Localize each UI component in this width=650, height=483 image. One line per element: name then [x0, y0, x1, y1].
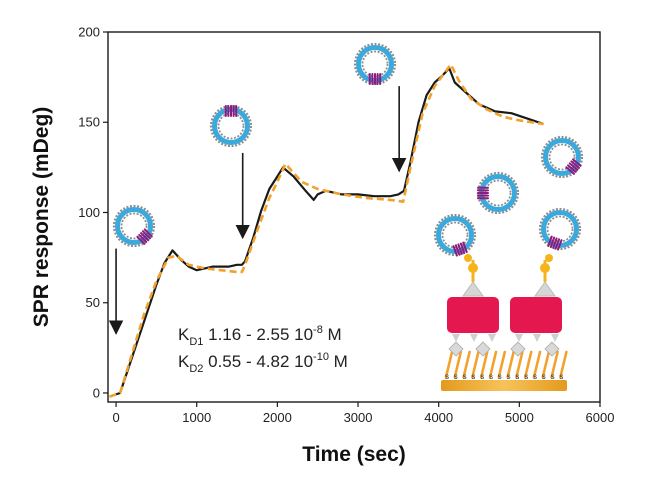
- binding-sites-right: [510, 334, 560, 357]
- protein-complex-right: [510, 254, 562, 357]
- sam-chain: [488, 350, 498, 379]
- kd2-k: K: [178, 352, 190, 371]
- sulfur-label: s: [559, 372, 563, 381]
- y-tick-label: 150: [78, 115, 100, 130]
- sulfur-label: s: [515, 372, 519, 381]
- binding-sites-left: [448, 334, 496, 357]
- cargo-protein: [477, 186, 489, 200]
- x-tick-label: 1000: [182, 410, 211, 425]
- kd1-exp: -8: [313, 324, 323, 336]
- cargo-protein: [565, 158, 582, 175]
- y-tick-label: 200: [78, 25, 100, 40]
- y-axis-title: SPR response (mDeg): [30, 107, 53, 328]
- kd1-annotation: KD1 1.16 - 2.55 10-8 M: [178, 324, 342, 348]
- cargo-protein: [136, 228, 153, 245]
- linker-right: [534, 254, 556, 297]
- sulfur-label: s: [507, 372, 511, 381]
- x-tick-label: 5000: [505, 410, 534, 425]
- injection-arrows: [108, 86, 407, 335]
- sulfur-label: s: [445, 372, 449, 381]
- y-tick-label: 0: [93, 385, 100, 400]
- sam-chain: [462, 350, 471, 379]
- axis-ticks: [103, 31, 601, 407]
- sulfur-label: s: [489, 372, 493, 381]
- sam-chain: [471, 350, 480, 379]
- sam-chain: [497, 350, 507, 379]
- sam-chain: [523, 350, 533, 379]
- x-tick-label: 3000: [344, 410, 373, 425]
- y-tick-label: 50: [86, 295, 100, 310]
- liposome-icon: [353, 42, 397, 86]
- x-tick-label: 0: [112, 410, 119, 425]
- sam-chain: [550, 350, 559, 379]
- liposome-icon: [112, 204, 156, 248]
- kd2-unit: M: [329, 352, 348, 371]
- sam-chain: [532, 350, 542, 379]
- plot-frame: [107, 31, 601, 403]
- sam-chain: [541, 350, 551, 379]
- cargo-protein: [452, 241, 468, 257]
- kd1-unit: M: [323, 325, 342, 344]
- protein-left: [447, 297, 499, 333]
- cargo-protein: [547, 235, 563, 251]
- linker-left: [462, 254, 484, 297]
- x-tick-label: 2000: [263, 410, 292, 425]
- kd1-value: 1.16 - 2.55 10: [203, 325, 313, 344]
- sulfur-label: s: [524, 372, 528, 381]
- sulfur-label: s: [480, 372, 484, 381]
- kd2-exp: -10: [313, 351, 329, 363]
- kd1-sub: D1: [189, 336, 203, 348]
- sulfur-label: s: [542, 372, 546, 381]
- sam-chain: [479, 350, 489, 379]
- axis-tick-labels: 0 1000 2000 3000 4000 5000 6000 0 50 100 150 200: [78, 25, 614, 426]
- protein-right: [510, 297, 562, 333]
- sulfur-label: s: [454, 372, 458, 381]
- liposome-icons: [112, 42, 584, 257]
- sulfur-label: s: [551, 372, 555, 381]
- x-tick-label: 6000: [586, 410, 615, 425]
- sam-chain: [506, 350, 515, 379]
- kd2-sub: D2: [189, 363, 203, 375]
- liposome-icon: [209, 104, 253, 148]
- series-line-fit: [109, 63, 544, 398]
- liposome-icon: [540, 135, 584, 179]
- sam-chain: [453, 350, 463, 379]
- liposome-icon: [476, 171, 520, 215]
- sam-chain: [444, 350, 454, 379]
- cargo-protein: [224, 105, 238, 117]
- x-tick-label: 4000: [424, 410, 453, 425]
- sam-chain: [559, 350, 568, 379]
- sam-chain: [515, 350, 524, 379]
- protein-complex-left: [447, 254, 499, 357]
- kd1-k: K: [178, 325, 190, 344]
- sulfur-label: s: [533, 372, 537, 381]
- sulfur-label: s: [463, 372, 467, 381]
- series-layer: [109, 63, 544, 398]
- sulfur-label: s: [471, 372, 475, 381]
- sulfur-label: s: [498, 372, 502, 381]
- cargo-protein: [368, 73, 382, 85]
- kd2-value: 0.55 - 4.82 10: [203, 352, 313, 371]
- liposome-icon: [538, 207, 582, 251]
- y-tick-label: 100: [78, 205, 100, 220]
- gold-surface: [441, 380, 567, 391]
- kd2-annotation: KD2 0.55 - 4.82 10-10 M: [178, 351, 348, 375]
- liposome-icon: [433, 213, 477, 257]
- x-axis-title: Time (sec): [302, 443, 406, 466]
